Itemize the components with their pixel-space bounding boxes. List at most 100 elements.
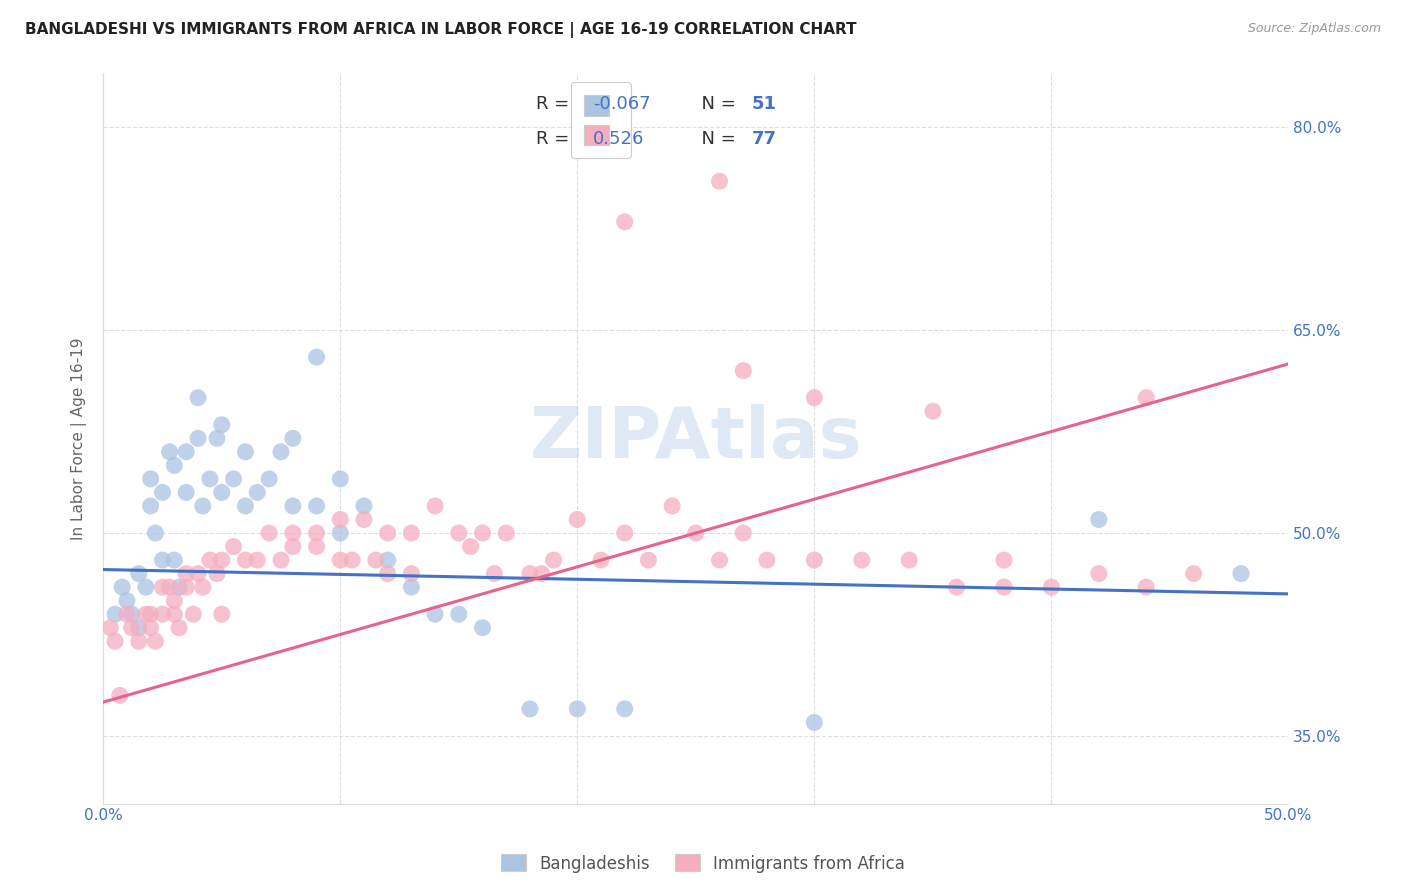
Point	[115, 593, 138, 607]
Text: BANGLADESHI VS IMMIGRANTS FROM AFRICA IN LABOR FORCE | AGE 16-19 CORRELATION CHA: BANGLADESHI VS IMMIGRANTS FROM AFRICA IN…	[25, 22, 856, 38]
Text: N =: N =	[690, 129, 741, 148]
Point	[152, 485, 174, 500]
Point	[685, 526, 707, 541]
Point	[423, 499, 446, 513]
Point	[235, 499, 257, 513]
Point	[281, 431, 304, 445]
Point	[235, 553, 257, 567]
Point	[613, 702, 636, 716]
Point	[543, 553, 565, 567]
Point	[211, 553, 233, 567]
Point	[139, 472, 162, 486]
Text: ZIPAtlas: ZIPAtlas	[530, 404, 862, 473]
Point	[270, 445, 292, 459]
Point	[921, 404, 943, 418]
Point	[401, 566, 423, 581]
Point	[484, 566, 506, 581]
Point	[281, 499, 304, 513]
Text: 51: 51	[752, 95, 776, 112]
Point	[152, 580, 174, 594]
Point	[851, 553, 873, 567]
Point	[115, 607, 138, 622]
Point	[198, 553, 221, 567]
Point	[1040, 580, 1063, 594]
Point	[181, 607, 204, 622]
Point	[257, 472, 280, 486]
Point	[530, 566, 553, 581]
Point	[733, 364, 755, 378]
Point	[121, 621, 143, 635]
Point	[163, 553, 186, 567]
Point	[104, 634, 127, 648]
Point	[246, 553, 269, 567]
Point	[159, 445, 181, 459]
Point	[353, 499, 375, 513]
Point	[460, 540, 482, 554]
Point	[163, 458, 186, 473]
Point	[401, 580, 423, 594]
Point	[447, 607, 470, 622]
Point	[163, 607, 186, 622]
Point	[257, 526, 280, 541]
Point	[211, 607, 233, 622]
Point	[174, 485, 197, 500]
Point	[191, 580, 214, 594]
Point	[377, 526, 399, 541]
Point	[661, 823, 683, 838]
Point	[1135, 391, 1157, 405]
Point	[519, 702, 541, 716]
Point	[755, 823, 778, 838]
Point	[222, 540, 245, 554]
Point	[305, 526, 328, 541]
Point	[423, 607, 446, 622]
Point	[1088, 566, 1111, 581]
Point	[353, 512, 375, 526]
Text: 77: 77	[752, 129, 776, 148]
Point	[187, 431, 209, 445]
Point	[198, 472, 221, 486]
Point	[1135, 580, 1157, 594]
Point	[108, 689, 131, 703]
Point	[121, 607, 143, 622]
Text: -0.067: -0.067	[593, 95, 651, 112]
Point	[205, 431, 228, 445]
Point	[613, 526, 636, 541]
Point	[589, 553, 612, 567]
Point	[139, 621, 162, 635]
Point	[111, 580, 134, 594]
Point	[803, 391, 825, 405]
Point	[993, 553, 1015, 567]
Point	[167, 580, 190, 594]
Point	[329, 472, 352, 486]
Point	[471, 621, 494, 635]
Point	[191, 499, 214, 513]
Point	[305, 350, 328, 364]
Legend: Bangladeshis, Immigrants from Africa: Bangladeshis, Immigrants from Africa	[495, 847, 911, 880]
Point	[340, 553, 363, 567]
Point	[803, 715, 825, 730]
Point	[1230, 566, 1253, 581]
Point	[174, 580, 197, 594]
Point	[329, 526, 352, 541]
Point	[401, 526, 423, 541]
Point	[235, 445, 257, 459]
Point	[270, 553, 292, 567]
Point	[709, 553, 731, 567]
Legend: , : ,	[571, 82, 631, 158]
Point	[174, 566, 197, 581]
Text: 0.526: 0.526	[593, 129, 644, 148]
Point	[152, 553, 174, 567]
Point	[733, 526, 755, 541]
Point	[135, 580, 157, 594]
Point	[519, 566, 541, 581]
Point	[567, 512, 589, 526]
Point	[661, 499, 683, 513]
Point	[471, 526, 494, 541]
Point	[135, 607, 157, 622]
Point	[281, 526, 304, 541]
Point	[329, 553, 352, 567]
Point	[167, 621, 190, 635]
Point	[211, 417, 233, 432]
Point	[305, 540, 328, 554]
Point	[104, 607, 127, 622]
